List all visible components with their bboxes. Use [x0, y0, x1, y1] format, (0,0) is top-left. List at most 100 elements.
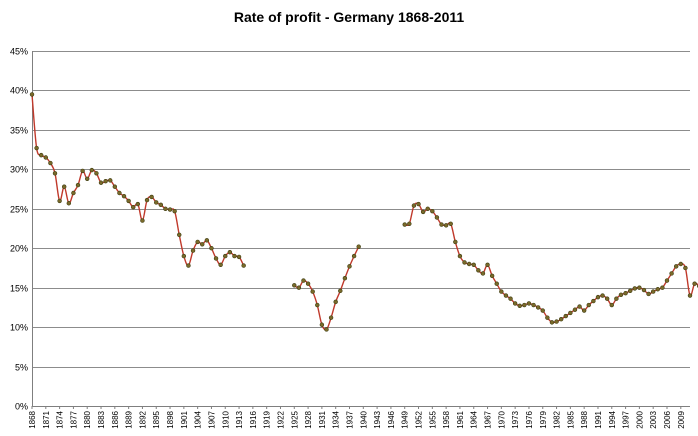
y-tick-label: 30%	[10, 165, 28, 175]
x-tick-label: 1880	[83, 410, 92, 428]
data-point	[80, 168, 85, 174]
data-point	[471, 262, 476, 267]
y-tick-label: 45%	[10, 47, 28, 57]
data-point	[650, 289, 656, 294]
data-point	[121, 193, 127, 199]
data-point	[163, 206, 168, 211]
data-point	[213, 256, 219, 261]
data-point	[324, 327, 329, 332]
x-tick-label: 1886	[111, 410, 120, 428]
data-point	[186, 263, 191, 268]
data-point	[586, 302, 591, 308]
data-point	[448, 221, 453, 226]
data-point	[503, 293, 509, 298]
data-point	[135, 201, 141, 207]
x-tick-label: 1898	[166, 410, 175, 428]
data-point	[591, 298, 596, 304]
y-tick-label: 15%	[10, 284, 28, 294]
data-point	[98, 180, 104, 185]
data-point	[296, 285, 302, 290]
data-point	[443, 223, 449, 228]
x-tick-label: 1979	[539, 410, 548, 428]
data-point	[29, 92, 35, 97]
data-point	[600, 293, 605, 298]
data-point	[480, 271, 486, 276]
data-point	[453, 239, 458, 245]
data-point	[402, 222, 407, 227]
data-point	[683, 265, 688, 271]
data-point	[177, 232, 182, 238]
data-point	[517, 303, 522, 309]
x-axis-ticks: 1868 1871 1874 1877 1880 1883 1886 1889 1892 1895…	[28, 406, 686, 429]
data-point	[545, 315, 550, 320]
x-tick-label: 1895	[152, 410, 161, 428]
data-point	[85, 176, 90, 182]
data-point	[319, 322, 325, 327]
data-point	[637, 285, 642, 290]
data-point	[218, 262, 223, 267]
data-point	[430, 208, 435, 214]
x-tick-label: 1961	[456, 410, 465, 428]
data-point	[108, 178, 113, 183]
data-point	[310, 289, 315, 294]
x-tick-label: 1946	[387, 410, 396, 428]
x-tick-label: 2000	[635, 410, 644, 428]
data-point	[526, 301, 532, 306]
data-point	[315, 302, 320, 308]
data-point	[434, 215, 440, 220]
data-point	[407, 221, 412, 226]
data-point	[66, 201, 72, 206]
x-tick-label: 2009	[677, 410, 686, 428]
x-tick-label: 1991	[594, 410, 603, 428]
data-point	[425, 206, 430, 211]
data-point	[669, 271, 674, 276]
data-point	[112, 184, 118, 189]
data-point	[140, 218, 145, 223]
data-point	[531, 302, 536, 308]
data-point	[499, 289, 504, 294]
data-point	[692, 281, 697, 286]
data-points	[29, 92, 698, 332]
data-point	[333, 299, 338, 305]
x-tick-label: 1916	[249, 410, 258, 428]
data-point	[117, 190, 122, 196]
data-point	[439, 222, 444, 227]
data-point	[623, 290, 628, 296]
x-tick-label: 1988	[580, 410, 589, 428]
x-tick-label: 1970	[497, 410, 506, 428]
x-tick-label: 1952	[415, 410, 424, 428]
x-tick-label: 1925	[290, 410, 299, 428]
data-point	[131, 205, 136, 210]
x-tick-label: 1919	[263, 410, 272, 428]
x-tick-label: 1973	[511, 410, 520, 428]
x-tick-label: 1955	[428, 410, 437, 428]
data-point	[39, 152, 44, 158]
data-point	[535, 305, 541, 310]
x-tick-label: 1931	[318, 410, 327, 428]
y-tick-label: 35%	[10, 126, 28, 136]
data-point	[52, 171, 58, 176]
x-tick-label: 1967	[484, 410, 493, 428]
x-tick-label: 1928	[304, 410, 313, 428]
data-point	[558, 317, 564, 322]
x-tick-label: 1913	[235, 410, 244, 428]
data-point	[154, 200, 159, 205]
data-point	[420, 209, 426, 215]
data-point	[223, 253, 228, 259]
data-point	[618, 292, 624, 297]
data-point	[195, 239, 200, 245]
data-point	[563, 313, 568, 319]
x-tick-label: 1877	[69, 410, 78, 428]
data-point	[554, 319, 559, 324]
data-point	[301, 278, 306, 283]
x-tick-label: 1940	[359, 410, 368, 428]
y-tick-label: 10%	[10, 323, 28, 333]
x-tick-label: 1922	[276, 410, 285, 428]
data-point	[627, 288, 633, 294]
data-point	[227, 249, 233, 255]
data-point	[411, 203, 417, 208]
data-point	[103, 178, 108, 184]
x-tick-label: 1871	[42, 410, 51, 428]
x-tick-label: 2003	[649, 410, 658, 428]
x-tick-label: 1889	[125, 410, 134, 428]
